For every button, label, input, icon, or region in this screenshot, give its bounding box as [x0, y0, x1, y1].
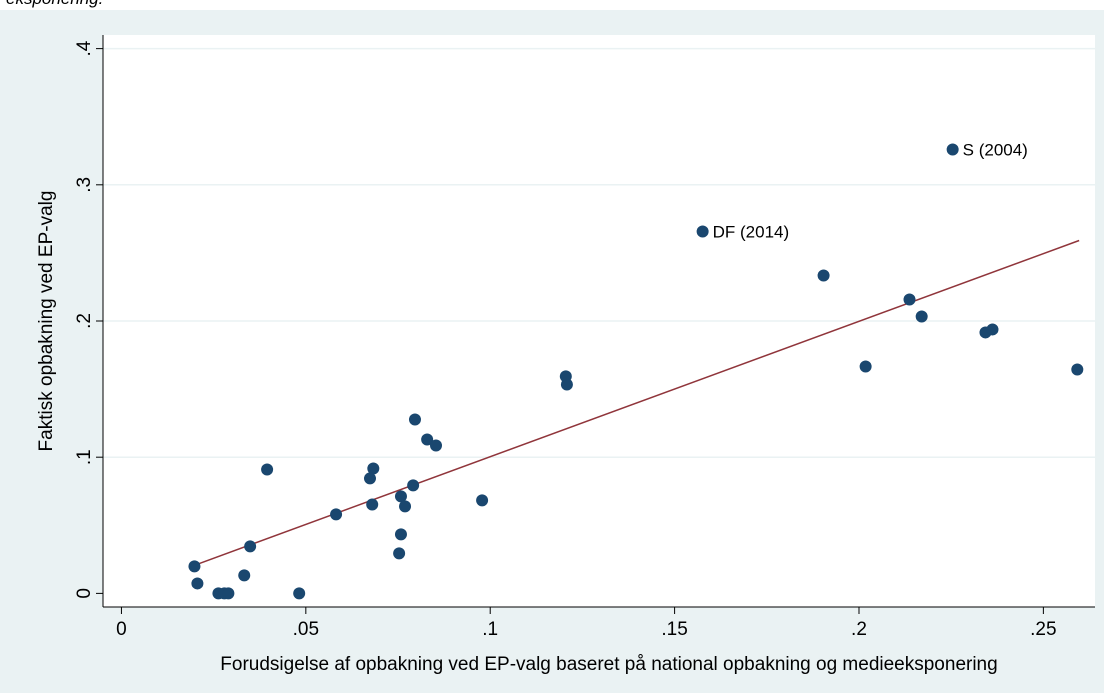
y-tick-label: .4: [74, 40, 95, 56]
x-axis-label: Forudsigelse af opbakning ved EP-valg ba…: [220, 654, 997, 675]
point: [946, 143, 959, 156]
point: [903, 293, 916, 306]
point: [696, 225, 709, 238]
point: [817, 269, 830, 282]
point: [367, 462, 380, 475]
x-tick-label: .15: [661, 619, 687, 640]
y-tick-label: .1: [74, 449, 95, 465]
point: [330, 508, 343, 521]
point: [1071, 363, 1084, 376]
y-tick-label: 0: [74, 588, 95, 599]
point: [394, 528, 407, 541]
point: [191, 577, 204, 590]
y-axis-label: Faktisk opbakning ved EP-valg: [36, 191, 57, 452]
point: [188, 560, 201, 573]
point: [859, 360, 872, 373]
point: [366, 498, 379, 511]
point: [476, 494, 489, 507]
x-tick-label: .25: [1030, 619, 1056, 640]
y-tick-label: .3: [74, 177, 95, 193]
caption: eksponering.: [6, 0, 103, 8]
point: [430, 439, 443, 452]
point: [238, 569, 251, 582]
point: [261, 463, 274, 476]
x-tick-label: .2: [851, 619, 867, 640]
annotation: S (2004): [963, 141, 1028, 160]
point: [244, 540, 257, 553]
point: [408, 413, 421, 426]
point: [363, 472, 376, 485]
point: [222, 587, 235, 600]
y-tick-label: .2: [74, 313, 95, 329]
x-tick-label: .05: [293, 619, 319, 640]
x-tick-label: .1: [482, 619, 498, 640]
point: [407, 479, 420, 492]
x-tick-label: 0: [116, 619, 127, 640]
point: [915, 310, 928, 323]
point: [394, 490, 407, 503]
point: [399, 500, 412, 513]
point: [560, 378, 573, 391]
fit-line: [194, 239, 1080, 567]
point: [986, 323, 999, 336]
point: [393, 547, 406, 560]
point: [293, 587, 306, 600]
annotation: DF (2014): [713, 223, 790, 242]
point: [421, 433, 434, 446]
